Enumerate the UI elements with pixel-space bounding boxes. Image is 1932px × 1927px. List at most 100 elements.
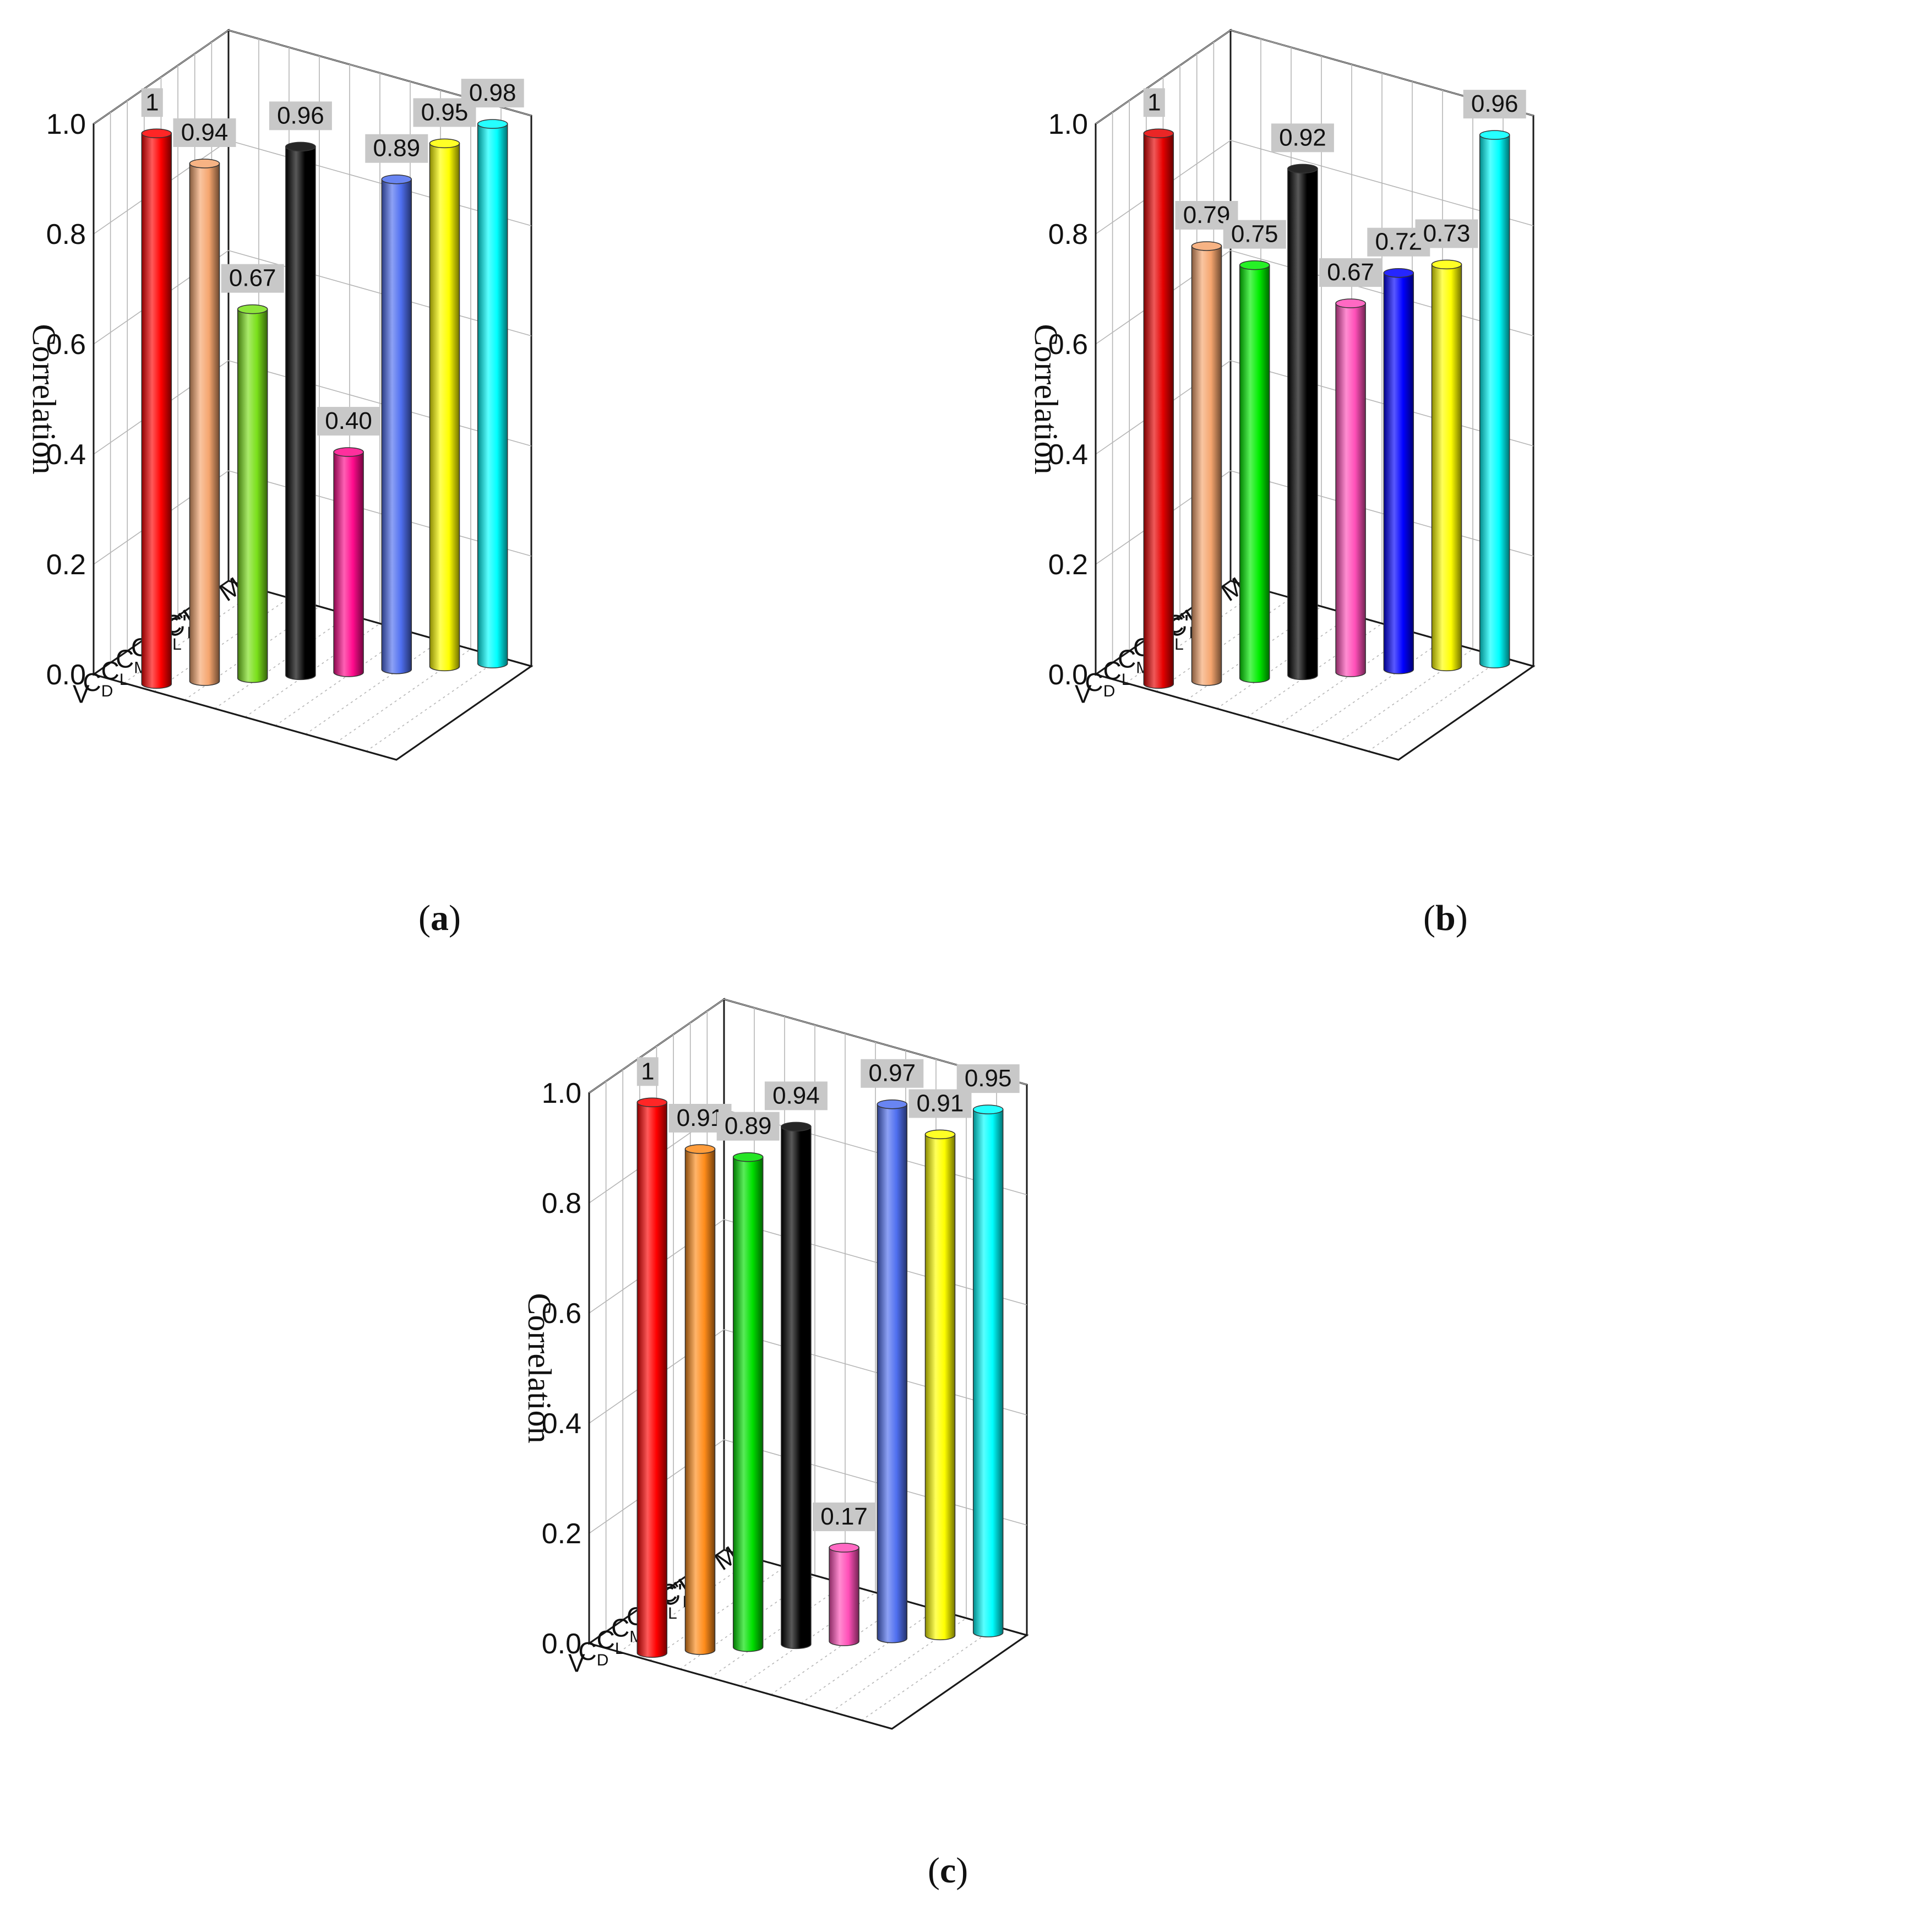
floor-edge [93, 580, 534, 761]
value-label: 0.97 [868, 1060, 916, 1087]
y-tick-label: 0.6 [46, 329, 86, 361]
bar-top [429, 138, 460, 149]
bar-body [1335, 303, 1366, 677]
caption-a-close: ) [448, 898, 461, 938]
caption-a-open: ( [418, 898, 431, 938]
chart-c-svg: 0.00.20.40.60.81.0CorrelationVCDCLCMC'DC… [521, 998, 1029, 1730]
bar-top [1239, 260, 1270, 270]
y-tick-label: 0.0 [46, 659, 86, 691]
x-tick-label: V [568, 1648, 585, 1677]
x-tick-label: V [73, 679, 90, 708]
bar-7: 0.95 [956, 1064, 1020, 1637]
bar-5: 0.97 [861, 1059, 924, 1643]
y-tick-label: 0.8 [542, 1188, 581, 1220]
bar-body [429, 143, 460, 672]
floor-edge [589, 1549, 1029, 1730]
value-label: 0.75 [1231, 221, 1278, 248]
caption-c-open: ( [928, 1850, 940, 1891]
bar-1: 0.94 [173, 118, 236, 686]
value-label-box [461, 79, 524, 108]
bar-top [189, 159, 220, 168]
bar-6: 0.95 [413, 98, 476, 672]
bar-top [732, 1152, 764, 1162]
value-label-box [1223, 220, 1286, 249]
value-label: 0.17 [820, 1503, 868, 1530]
value-label: 0.96 [1471, 90, 1519, 117]
chart-b-svg: 0.00.20.40.60.81.0CorrelationVCDCLCMC'DC… [1028, 29, 1536, 761]
bar-body [781, 1126, 812, 1650]
bar-body [732, 1156, 764, 1652]
y-tick-label: 0.4 [46, 439, 86, 471]
bar-body [1239, 264, 1270, 683]
value-label-box [269, 101, 332, 130]
value-label: 0.67 [229, 265, 276, 292]
x-tick-label: CL [597, 1625, 624, 1658]
floor-edge [1095, 580, 1536, 761]
bar-0: 1 [636, 1057, 668, 1658]
x-tick-label: CD [83, 668, 113, 700]
bar-4: 0.17 [813, 1503, 876, 1646]
value-label: 0.95 [965, 1065, 1012, 1092]
bar-5: 0.89 [365, 134, 428, 674]
bar-body [1287, 168, 1318, 681]
value-label: 0.98 [469, 79, 516, 106]
caption-b-letter: b [1435, 898, 1456, 938]
bar-top [924, 1129, 956, 1140]
gridline-horizontal [93, 30, 532, 124]
caption-b-close: ) [1455, 898, 1468, 938]
bar-top [237, 304, 268, 314]
caption-c: (c) [928, 1850, 968, 1892]
bar-body [285, 146, 316, 681]
y-tick-label: 0.2 [46, 549, 86, 581]
value-label-box [861, 1059, 924, 1088]
value-label-box [1463, 90, 1526, 119]
bar-1: 0.79 [1175, 200, 1238, 686]
bar-body [1383, 272, 1414, 674]
bar-body [636, 1102, 668, 1658]
bar-body [333, 451, 364, 677]
bar-4: 0.40 [317, 407, 380, 677]
value-label: 0.94 [772, 1082, 820, 1109]
bar-top [1431, 259, 1462, 270]
bar-4: 0.67 [1319, 258, 1383, 677]
x-tick-label: CL [1103, 656, 1131, 689]
value-label: 0.40 [325, 407, 372, 434]
bar-top [684, 1144, 716, 1154]
value-label-box [173, 118, 236, 147]
bar-body [684, 1148, 716, 1655]
bar-body [829, 1547, 859, 1646]
bar-top [1335, 298, 1366, 308]
value-label: 0.79 [1183, 202, 1231, 228]
bar-top [477, 119, 508, 129]
bar-3: 0.96 [269, 101, 332, 681]
y-tick-label: 1.0 [1048, 108, 1088, 140]
bar-2: 0.67 [221, 264, 284, 683]
bar-top [1143, 128, 1174, 139]
y-tick-label: 0.6 [542, 1298, 581, 1330]
bar-top [972, 1104, 1004, 1114]
caption-c-letter: c [939, 1850, 956, 1891]
bar-top [141, 128, 172, 139]
value-label-box [1271, 123, 1334, 153]
value-label-box [317, 407, 380, 436]
bar-body [924, 1134, 956, 1641]
value-label-box [1319, 258, 1383, 287]
bar-top [333, 447, 364, 457]
bar-top [285, 141, 316, 152]
value-label: 0.95 [421, 99, 469, 126]
bar-top [781, 1122, 812, 1132]
bar-body [1143, 133, 1174, 689]
bar-body [237, 308, 268, 683]
y-tick-label: 0.4 [542, 1408, 581, 1440]
caption-c-close: ) [956, 1850, 968, 1891]
x-tick-label: CD [1085, 668, 1115, 700]
y-tick-label: 0.2 [542, 1518, 581, 1550]
value-label: 1 [1147, 89, 1161, 116]
x-tick-label: V [1075, 679, 1092, 708]
y-tick-label: 0.2 [1048, 549, 1088, 581]
value-label: 0.96 [277, 102, 324, 129]
value-label: 0.67 [1327, 259, 1374, 286]
bar-body [141, 133, 172, 689]
value-label-box [813, 1503, 876, 1532]
chart-panel-c: 0.00.20.40.60.81.0CorrelationVCDCLCMC'DC… [496, 969, 1432, 1905]
